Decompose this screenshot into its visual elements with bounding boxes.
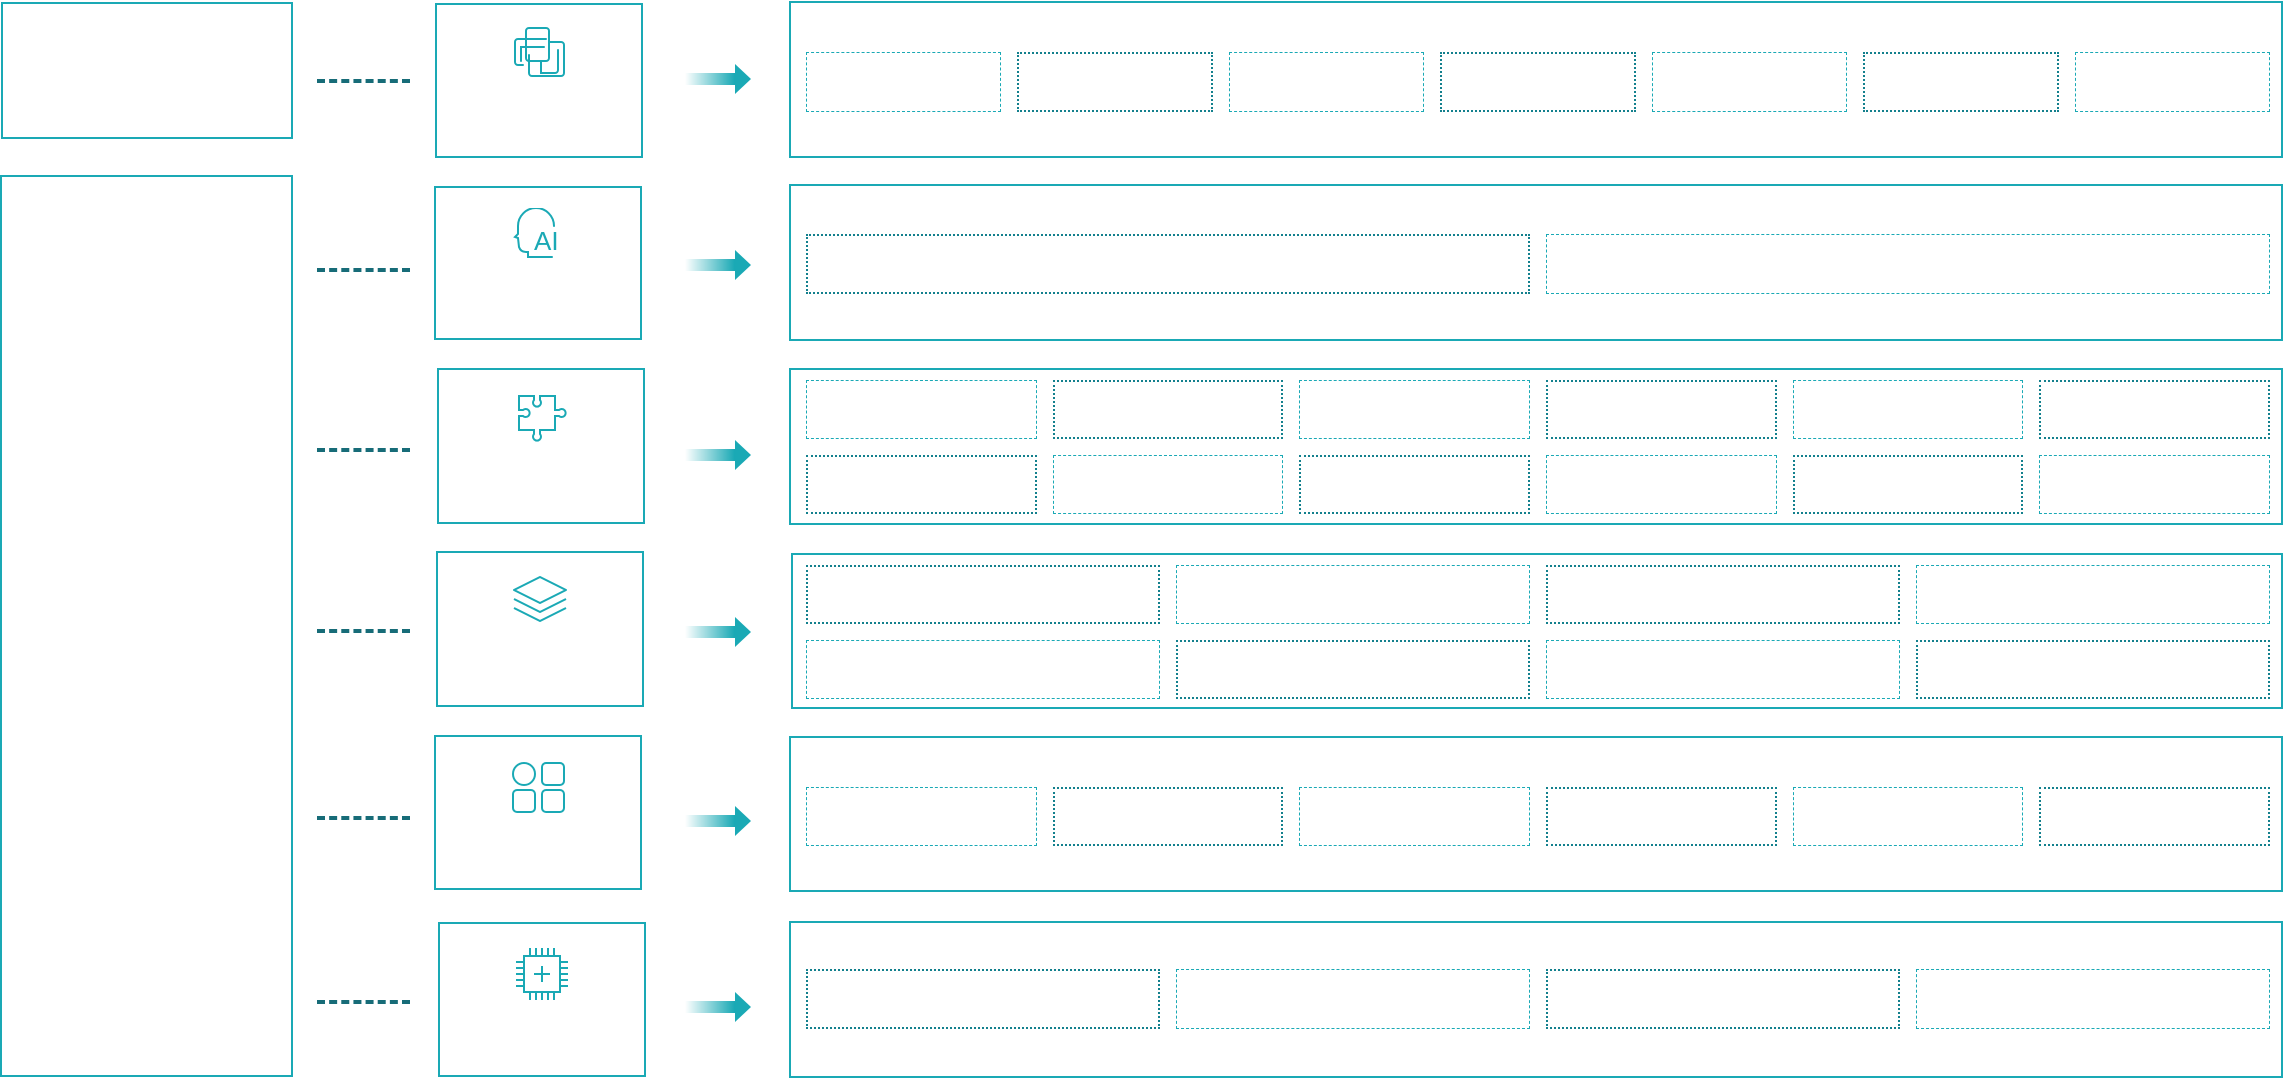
arrow-right-icon <box>685 992 751 1022</box>
connector-dashed-line <box>317 816 410 820</box>
category-box <box>436 551 644 707</box>
placeholder-cell <box>1052 787 1284 846</box>
placeholder-cell <box>1440 52 1636 112</box>
placeholder-cell <box>1546 969 1900 1029</box>
placeholder-cell <box>1546 565 1900 624</box>
arrow-right-icon <box>685 806 751 836</box>
overlapping-windows-icon <box>509 25 569 85</box>
layers-icon <box>510 573 570 633</box>
placeholder-cell <box>1546 787 1777 846</box>
category-box <box>438 922 646 1077</box>
placeholder-cell <box>806 380 1037 439</box>
left-panel-top <box>1 2 293 139</box>
placeholder-cell <box>806 969 1160 1029</box>
connector-dashed-line <box>317 79 410 83</box>
placeholder-cell <box>2039 380 2270 439</box>
category-box <box>437 368 645 524</box>
placeholder-cell <box>1863 52 2059 112</box>
placeholder-cell <box>1176 969 1530 1029</box>
placeholder-cell <box>1546 640 1900 699</box>
placeholder-cell <box>2074 52 2270 112</box>
connector-dashed-line <box>317 1000 410 1004</box>
placeholder-cell <box>2039 455 2270 514</box>
left-panel-bottom <box>0 175 293 1077</box>
ai-head-icon: AI <box>508 207 568 268</box>
placeholder-cell <box>1546 380 1777 439</box>
placeholder-cell <box>1176 565 1530 624</box>
placeholder-cell <box>1546 234 2270 294</box>
placeholder-cell <box>1916 640 2270 699</box>
category-box: AI <box>434 186 642 340</box>
placeholder-cell <box>1052 455 1284 514</box>
ai-icon-text: AI <box>534 226 559 256</box>
arrow-right-icon <box>685 440 751 470</box>
placeholder-cell <box>1299 380 1530 439</box>
placeholder-cell <box>806 640 1160 699</box>
placeholder-cell <box>1546 455 1777 514</box>
placeholder-cell <box>1052 380 1284 439</box>
connector-dashed-line <box>317 629 410 633</box>
connector-dashed-line <box>317 448 410 452</box>
placeholder-cell <box>1228 52 1425 112</box>
chip-icon <box>512 944 572 1004</box>
apps-grid-icon <box>508 757 568 817</box>
placeholder-cell <box>1792 380 2024 439</box>
placeholder-cell <box>806 234 1530 294</box>
detail-box <box>789 921 2283 1078</box>
placeholder-cell <box>806 52 1002 112</box>
detail-box <box>789 184 2283 341</box>
arrow-right-icon <box>685 617 751 647</box>
category-box <box>435 3 643 158</box>
detail-box <box>791 553 2283 709</box>
placeholder-cell <box>806 565 1160 624</box>
detail-box <box>789 736 2283 892</box>
arrow-right-icon <box>685 250 751 280</box>
placeholder-cell <box>1792 787 2024 846</box>
placeholder-cell <box>1651 52 1848 112</box>
placeholder-cell <box>806 455 1037 514</box>
placeholder-cell <box>806 787 1037 846</box>
placeholder-cell <box>2039 787 2270 846</box>
detail-box <box>789 368 2283 525</box>
placeholder-cell <box>1017 52 1213 112</box>
connector-dashed-line <box>317 268 410 272</box>
placeholder-cell <box>1176 640 1530 699</box>
placeholder-cell <box>1916 969 2270 1029</box>
placeholder-cell <box>1299 787 1530 846</box>
placeholder-cell <box>1916 565 2270 624</box>
arrow-right-icon <box>685 64 751 94</box>
detail-box <box>789 1 2283 158</box>
placeholder-cell <box>1299 455 1530 514</box>
placeholder-cell <box>1792 455 2024 514</box>
category-box <box>434 735 642 890</box>
puzzle-piece-icon <box>511 390 571 450</box>
